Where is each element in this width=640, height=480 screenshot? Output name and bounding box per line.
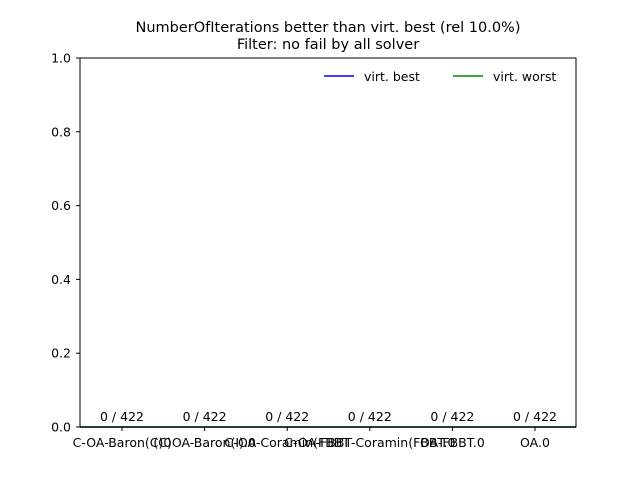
y-tick-label: 0.6 (51, 198, 71, 213)
legend: virt. best virt. worst (324, 69, 556, 84)
y-tick-label: 0.0 (51, 420, 71, 435)
chart-title: NumberOfIterations better than virt. bes… (135, 20, 520, 36)
y-tick-label: 0.2 (51, 346, 71, 361)
legend-label-virt-best: virt. best (364, 69, 420, 84)
x-axis: C-OA-Baron(C)0(C)OA-Baron(I).0C-OA-Coram… (73, 427, 550, 450)
x-tick-label: OA.0 (520, 435, 550, 450)
legend-label-virt-worst: virt. worst (493, 69, 556, 84)
bar-label: 0 / 422 (348, 409, 392, 424)
x-tick-label: C-OA-Baron(C)0 (73, 435, 172, 450)
y-tick-label: 0.4 (51, 272, 71, 287)
y-tick-label: 0.8 (51, 124, 71, 139)
plot-frame (79, 57, 577, 428)
bar-labels: 0 / 422 0 / 422 0 / 422 0 / 422 0 / 422 0 / 4… (100, 409, 557, 424)
y-axis: 0.0 0.2 0.4 0.6 0.8 1.0 (51, 51, 80, 435)
bar-label: 0 / 422 (265, 409, 309, 424)
chart-subtitle: Filter: no fail by all solver (237, 37, 419, 53)
x-tick-label: C-OA-FBBT-Coramin(FBBT.0 (284, 435, 455, 450)
bar-label: 0 / 422 (183, 409, 227, 424)
bar-label: 0 / 422 (100, 409, 144, 424)
bar-label: 0 / 422 (513, 409, 557, 424)
bar-label: 0 / 422 (430, 409, 474, 424)
x-tick-label: (C)OA-Baron(I).0 (153, 435, 256, 450)
x-tick-label: OA-FBBT.0 (420, 435, 485, 450)
x-tick-label: C-OA-Coramin(FBBT (224, 435, 350, 450)
y-tick-label: 1.0 (51, 51, 71, 66)
